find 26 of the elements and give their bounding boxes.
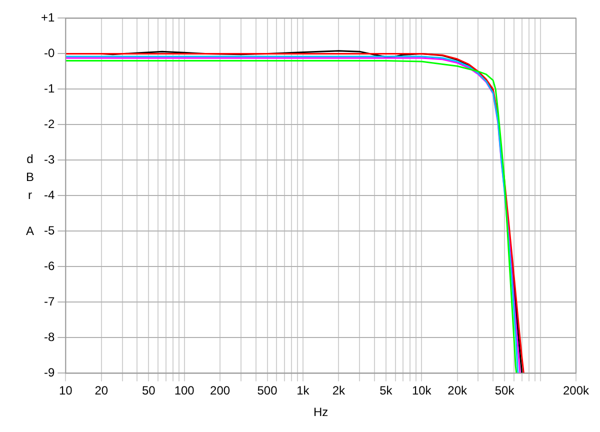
y-tick-label: +1: [40, 10, 55, 25]
x-tick-label: 200: [210, 384, 230, 398]
x-tick-label: 5k: [380, 384, 394, 398]
x-tick-label: 20: [94, 384, 108, 398]
x-tick-label: 100: [174, 384, 195, 398]
y-tick-label: -0: [44, 46, 56, 60]
x-tick-label: 50: [142, 384, 156, 398]
x-tick-label: 1k: [296, 384, 310, 398]
y-tick-label: -5: [44, 224, 56, 238]
y-tick-label: -2: [44, 117, 56, 132]
y-tick-label: -8: [44, 330, 56, 344]
x-tick-label: 20k: [448, 384, 468, 398]
x-tick-label: 10: [59, 384, 73, 398]
y-tick-label: -9: [44, 366, 56, 380]
y-tick-label: -6: [44, 259, 56, 274]
x-tick-label: 50k: [494, 384, 516, 398]
x-axis-title: Hz: [314, 405, 328, 420]
y-tick-label: -4: [44, 188, 56, 202]
x-tick-label: 500: [257, 384, 278, 398]
x-tick-label: 200k: [562, 384, 590, 398]
y-tick-label: -3: [44, 152, 56, 167]
text: dBr A: [26, 152, 34, 238]
y-tick-label: -7: [44, 294, 56, 309]
y-tick-label: -1: [44, 82, 56, 96]
x-tick-label: 2k: [332, 384, 346, 398]
x-tick-label: 10k: [412, 384, 432, 398]
